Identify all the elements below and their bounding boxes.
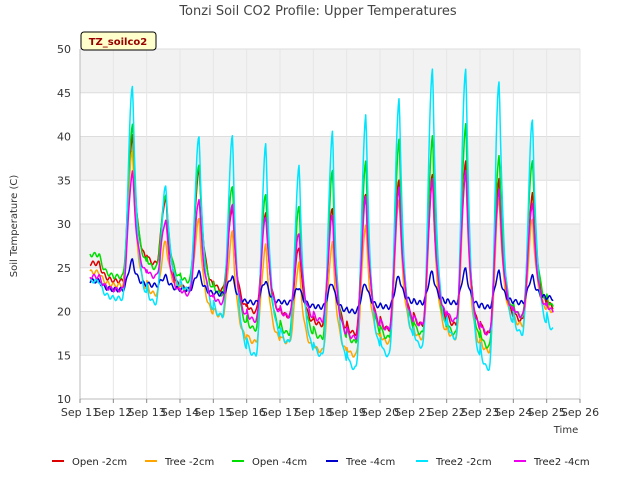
legend-label: Tree -2cm: [164, 457, 214, 468]
plot-band: [80, 92, 580, 137]
x-tick-label: Sep 13: [128, 406, 166, 419]
x-tick-label: Sep 21: [394, 406, 432, 419]
y-tick-label: 50: [57, 43, 71, 56]
series-line: [89, 169, 554, 341]
y-tick-label: 40: [57, 131, 71, 144]
series-line: [89, 258, 554, 315]
legend-label: Open -2cm: [72, 457, 127, 468]
legend-label: Tree -4cm: [345, 457, 395, 468]
chart-title: Tonzi Soil CO2 Profile: Upper Temperatur…: [178, 4, 457, 19]
x-tick-label: Sep 25: [528, 406, 566, 419]
legend-label: Tree2 -2cm: [435, 457, 492, 468]
x-tick-label: Sep 23: [461, 406, 499, 419]
legend-label: Tree2 -4cm: [533, 457, 590, 468]
x-tick-label: Sep 12: [94, 406, 132, 419]
legend: Open -2cm Tree -2cm Open -4cm Tree -4cm Tree…: [52, 457, 590, 468]
x-tick-label: Sep 22: [428, 406, 466, 419]
legend-label: Open -4cm: [252, 457, 307, 468]
y-tick-label: 45: [57, 87, 71, 100]
y-tick-label: 10: [57, 393, 71, 406]
x-tick-label: Sep 26: [561, 406, 599, 419]
y-tick-label: 20: [57, 306, 71, 319]
plot-band: [80, 355, 580, 399]
series-line: [89, 68, 554, 372]
plot-band: [80, 311, 580, 356]
x-tick-label: Sep 16: [228, 406, 266, 419]
x-tick-label: Sep 14: [161, 406, 199, 419]
x-tick-label: Sep 20: [361, 406, 399, 419]
x-tick-label: Sep 11: [61, 406, 99, 419]
y-ticks: 10 15 20 25 30 35 40 45 50: [57, 43, 71, 406]
x-tick-label: Sep 18: [294, 406, 332, 419]
x-tick-label: Sep 17: [261, 406, 299, 419]
series-lines: [89, 68, 554, 372]
site-label-text: TZ_soilco2: [89, 37, 148, 48]
y-tick-label: 30: [57, 218, 71, 231]
axes: [79, 49, 580, 400]
x-tick-label: Sep 19: [328, 406, 366, 419]
plot-band: [80, 49, 580, 93]
y-tick-label: 25: [57, 262, 71, 275]
x-axis-label: Time: [553, 425, 578, 436]
y-axis-label: Soil Temperature (C): [9, 175, 20, 278]
x-tick-label: Sep 24: [494, 406, 532, 419]
plot-band: [80, 267, 580, 312]
y-tick-label: 35: [57, 174, 71, 187]
y-tick-label: 15: [57, 349, 71, 362]
site-label-box: TZ_soilco2: [80, 31, 157, 51]
x-tick-label: Sep 15: [194, 406, 232, 419]
